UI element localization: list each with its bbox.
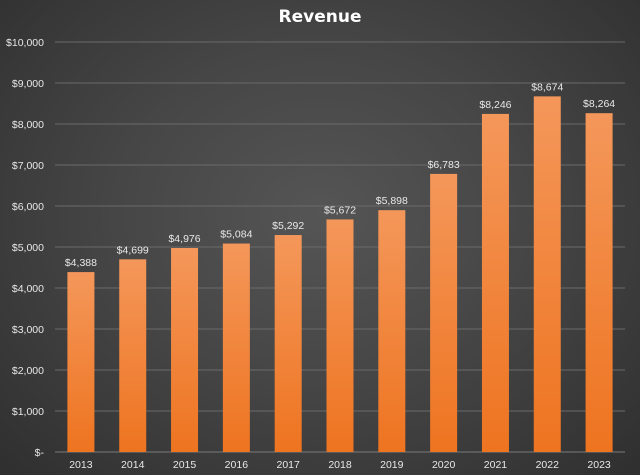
y-tick-label: $- (35, 447, 45, 459)
x-tick-label-2019: 2019 (380, 459, 404, 471)
x-tick-label-2015: 2015 (173, 459, 197, 471)
x-axis-tick-labels: 2013 2014 2015 2016 2017 2018 2019 2020 2021 2022… (69, 459, 611, 471)
y-tick-label: $5,000 (12, 242, 44, 254)
x-tick-label-2014: 2014 (121, 459, 145, 471)
data-label-2023: $8,264 (583, 98, 615, 110)
bars (67, 96, 613, 453)
bar-2015 (171, 247, 199, 452)
y-tick-label: $7,000 (12, 160, 44, 172)
bar-2019 (378, 210, 406, 452)
y-tick-label: $9,000 (12, 78, 44, 90)
bar-2018 (326, 219, 354, 452)
x-tick-label-2020: 2020 (432, 459, 456, 471)
chart-title: Revenue (279, 7, 362, 27)
bar-2021 (481, 113, 509, 452)
data-label-2015: $4,976 (168, 233, 200, 245)
data-label-2022: $8,674 (531, 81, 563, 93)
bar-2013 (67, 272, 95, 452)
x-tick-label-2016: 2016 (225, 459, 249, 471)
bar-2023 (585, 113, 613, 453)
y-axis-tick-labels: $- $1,000 $2,000 $3,000 $4,000 $5,000 $6,000 $7… (6, 37, 44, 459)
data-label-2014: $4,699 (117, 244, 149, 256)
x-tick-label-2018: 2018 (328, 459, 352, 471)
x-tick-label-2022: 2022 (536, 459, 560, 471)
bar-2020 (430, 173, 458, 452)
data-label-2018: $5,672 (324, 204, 356, 216)
x-tick-label-2013: 2013 (69, 459, 93, 471)
y-tick-label: $3,000 (12, 324, 44, 336)
data-labels: $4,388 $4,699 $4,976 $5,084 $5,292 $5,672 $5,8… (65, 81, 615, 269)
data-label-2016: $5,084 (220, 229, 252, 241)
y-tick-label: $2,000 (12, 365, 44, 377)
bar-2016 (222, 243, 250, 452)
x-tick-label-2017: 2017 (277, 459, 301, 471)
y-tick-label: $4,000 (12, 283, 44, 295)
data-label-2020: $6,783 (428, 159, 460, 171)
y-tick-label: $6,000 (12, 201, 44, 213)
data-label-2013: $4,388 (65, 257, 97, 269)
data-label-2019: $5,898 (376, 195, 408, 207)
data-label-2017: $5,292 (272, 220, 304, 232)
data-label-2021: $8,246 (479, 99, 511, 111)
y-tick-label: $1,000 (12, 406, 44, 418)
x-tick-label-2023: 2023 (587, 459, 611, 471)
x-tick-label-2021: 2021 (484, 459, 508, 471)
bar-2017 (274, 235, 302, 452)
y-tick-label: $10,000 (6, 37, 44, 49)
bar-2022 (533, 96, 561, 452)
y-tick-label: $8,000 (12, 119, 44, 131)
bar-2014 (119, 259, 147, 452)
